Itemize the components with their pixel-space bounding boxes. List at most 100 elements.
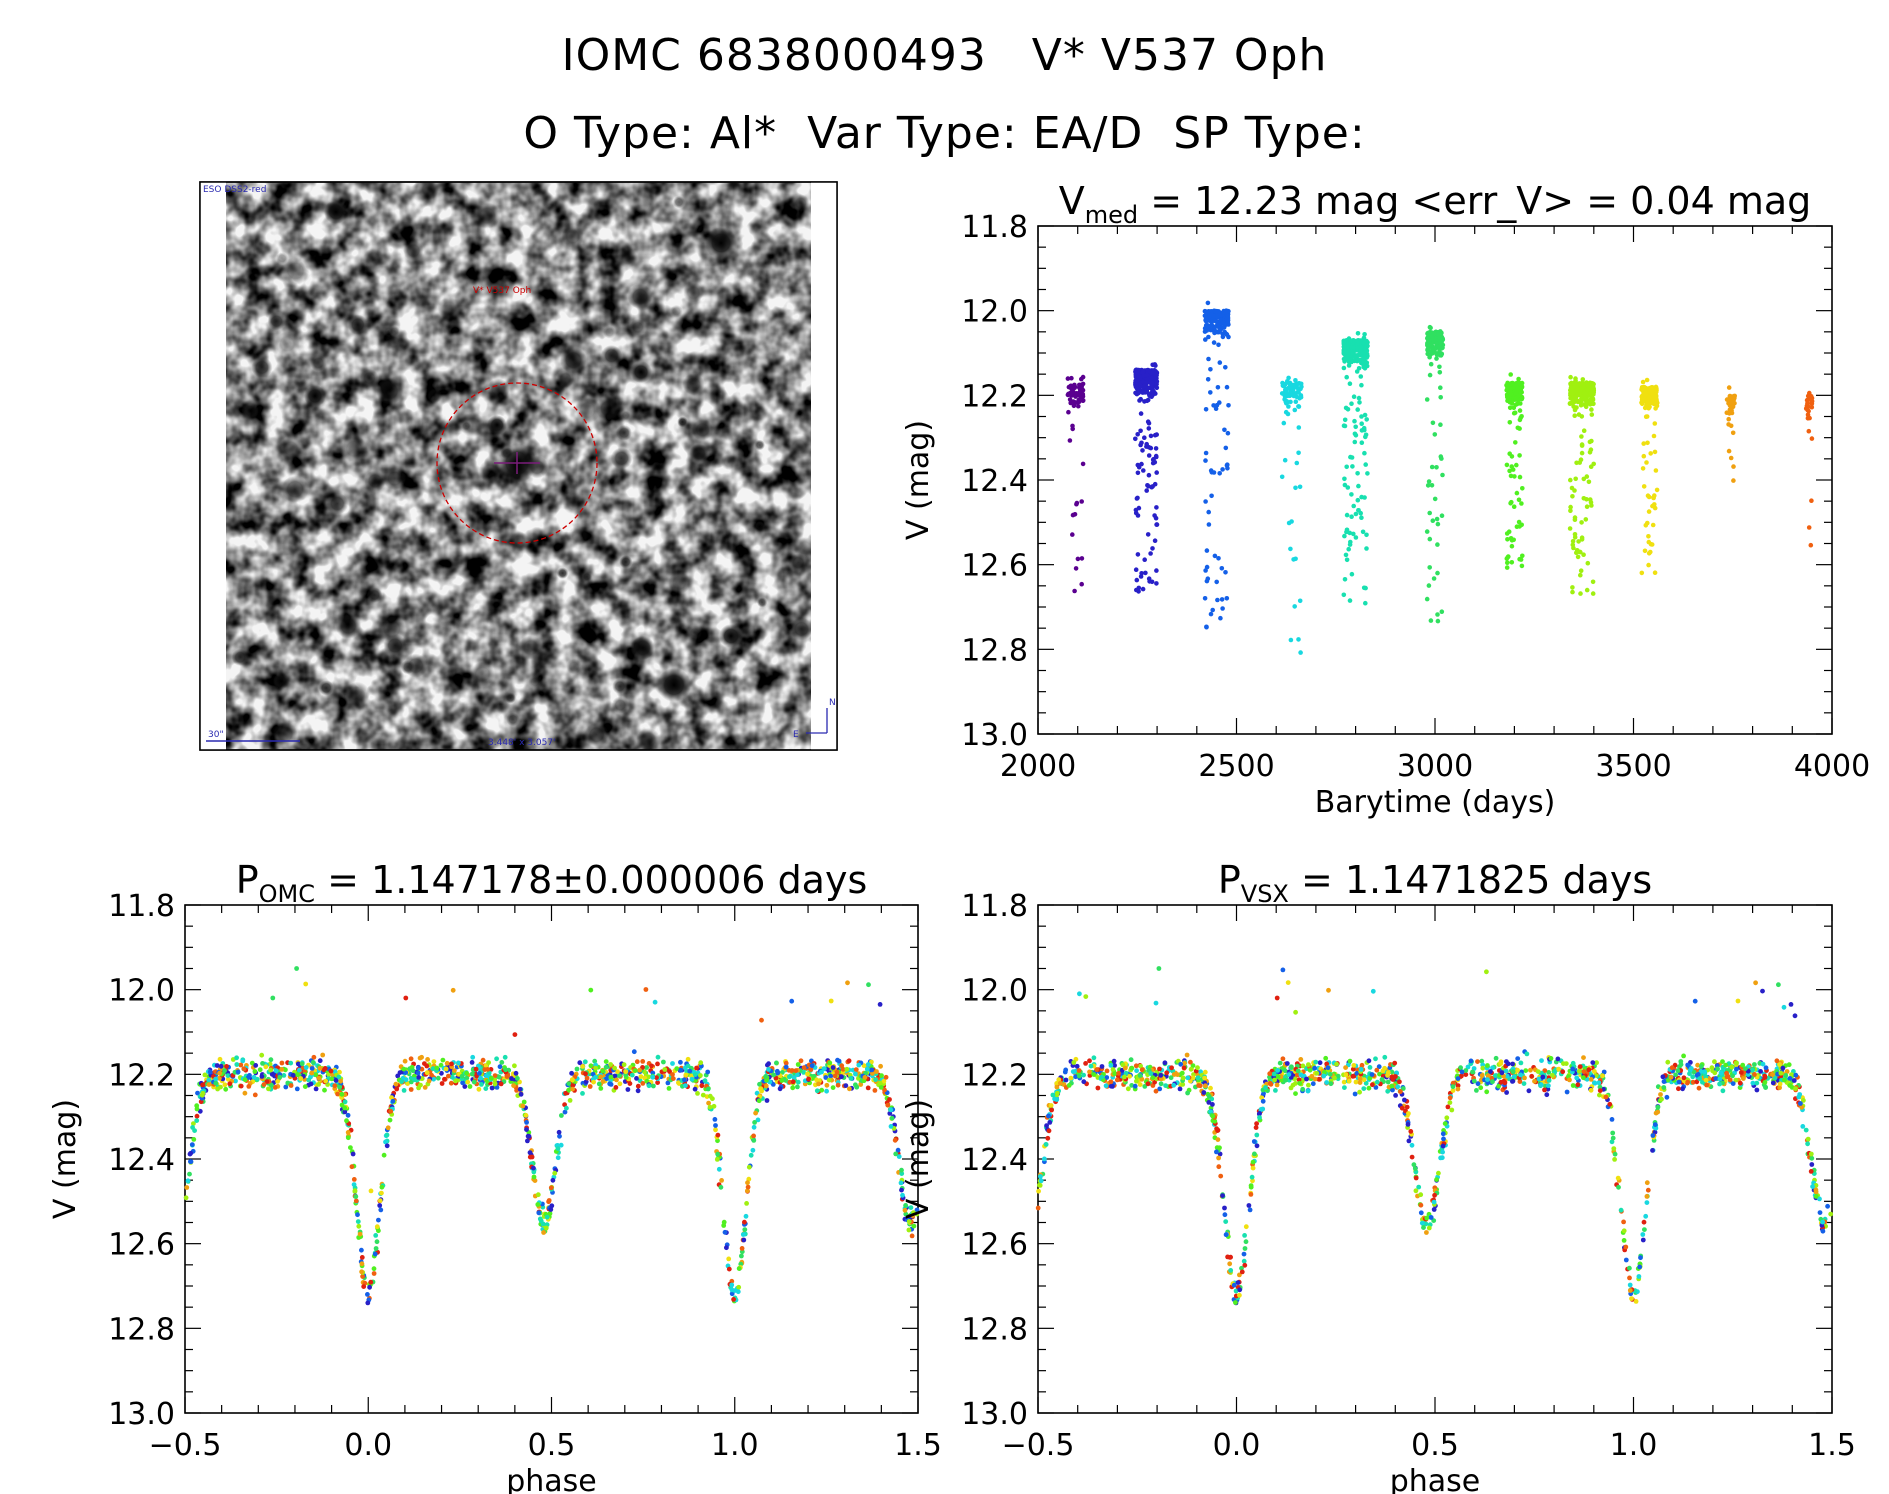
- data-point: [1579, 535, 1585, 540]
- data-point: [1317, 1060, 1323, 1066]
- data-point: [1343, 405, 1349, 411]
- data-point: [1507, 420, 1513, 425]
- data-point: [758, 1086, 763, 1092]
- field-star: [251, 356, 273, 378]
- data-point: [489, 1075, 494, 1081]
- data-point: [548, 1185, 554, 1191]
- data-point: [1800, 1124, 1806, 1129]
- data-point: [460, 1080, 465, 1086]
- data-point: [1808, 1151, 1814, 1157]
- data-point: [450, 987, 456, 993]
- data-point: [751, 1133, 756, 1139]
- data-point: [376, 1217, 381, 1223]
- data-point: [1579, 520, 1584, 525]
- data-point: [1150, 457, 1156, 463]
- data-point: [1135, 387, 1140, 392]
- data-point: [1641, 484, 1647, 489]
- data-point: [1519, 563, 1525, 569]
- data-point: [1344, 557, 1350, 563]
- data-point: [1349, 455, 1355, 460]
- data-point: [655, 1061, 660, 1067]
- data-point: [1475, 1059, 1480, 1064]
- data-point: [683, 1083, 688, 1088]
- data-point: [1293, 399, 1299, 405]
- data-point: [1359, 421, 1364, 427]
- data-point: [1480, 1065, 1486, 1071]
- data-point: [1364, 363, 1370, 369]
- data-point: [353, 1194, 359, 1199]
- data-point: [425, 1057, 430, 1062]
- data-point: [713, 1127, 718, 1133]
- data-point: [525, 1138, 530, 1144]
- data-point: [1429, 483, 1435, 488]
- data-point: [1214, 1149, 1219, 1155]
- data-point: [753, 1110, 758, 1116]
- data-point: [1202, 596, 1208, 601]
- data-point: [559, 1113, 564, 1118]
- data-point: [217, 1070, 223, 1076]
- field-star: [562, 492, 585, 515]
- figure-subtitle: O Type: Al* Var Type: EA/D SP Type:: [523, 108, 1366, 159]
- data-point: [795, 1062, 801, 1067]
- data-point: [222, 1082, 228, 1088]
- data-point: [1248, 1192, 1254, 1197]
- data-point: [1518, 557, 1524, 562]
- data-point: [1148, 551, 1153, 556]
- field-star: [310, 354, 327, 372]
- data-point: [1555, 1056, 1561, 1062]
- data-point: [322, 1087, 327, 1093]
- data-point: [303, 1065, 309, 1070]
- data-point: [1432, 496, 1438, 502]
- data-point: [359, 1269, 364, 1275]
- data-point: [1306, 1062, 1311, 1067]
- data-point: [384, 1132, 390, 1138]
- data-point: [477, 1071, 482, 1076]
- data-point: [1146, 421, 1152, 426]
- data-point: [600, 1079, 606, 1084]
- data-point: [299, 1061, 305, 1067]
- phase_omc-panel: −0.5 0.0 0.5 1.0 1.511.812.012.212.412.612.8…: [48, 858, 942, 1494]
- data-point: [224, 1064, 229, 1069]
- data-point: [752, 1120, 757, 1125]
- data-point: [865, 1062, 871, 1067]
- data-point: [1293, 1009, 1298, 1015]
- data-point: [1351, 345, 1356, 350]
- bright-star: [719, 624, 743, 648]
- data-point: [1281, 420, 1287, 426]
- data-point: [1347, 381, 1353, 387]
- data-point: [335, 1091, 340, 1097]
- data-point: [1362, 339, 1368, 345]
- field-star: [611, 696, 629, 714]
- data-point: [1137, 398, 1142, 403]
- data-point: [1147, 393, 1152, 399]
- data-point: [1246, 1203, 1252, 1208]
- field-star: [789, 617, 813, 641]
- data-point: [1515, 1056, 1521, 1061]
- data-point: [1360, 529, 1366, 535]
- data-point: [1758, 1069, 1763, 1074]
- data-point: [1164, 1070, 1170, 1076]
- data-point: [257, 1067, 263, 1073]
- data-point: [1515, 1067, 1520, 1073]
- data-point: [1355, 497, 1361, 503]
- data-point: [1220, 334, 1226, 340]
- data-point: [1586, 479, 1592, 485]
- data-point: [202, 1072, 208, 1078]
- field-star: [581, 571, 593, 582]
- plot-frame: [1037, 225, 1833, 735]
- field-star: [403, 653, 428, 678]
- data-point: [1588, 497, 1593, 502]
- data-point: [1145, 532, 1151, 537]
- y-tick-label: 13.0: [961, 1397, 1028, 1432]
- data-point: [1078, 382, 1083, 388]
- data-point: [1567, 526, 1573, 531]
- data-point: [1154, 568, 1159, 573]
- data-point: [1128, 1057, 1134, 1063]
- phase_vsx-points: [1035, 966, 1834, 1306]
- data-point: [643, 987, 649, 992]
- y-tick-label: 12.6: [961, 549, 1028, 584]
- data-point: [1370, 988, 1376, 994]
- y-tick-label: 12.2: [961, 1058, 1028, 1093]
- field-star: [376, 377, 404, 405]
- data-point: [1215, 1128, 1220, 1133]
